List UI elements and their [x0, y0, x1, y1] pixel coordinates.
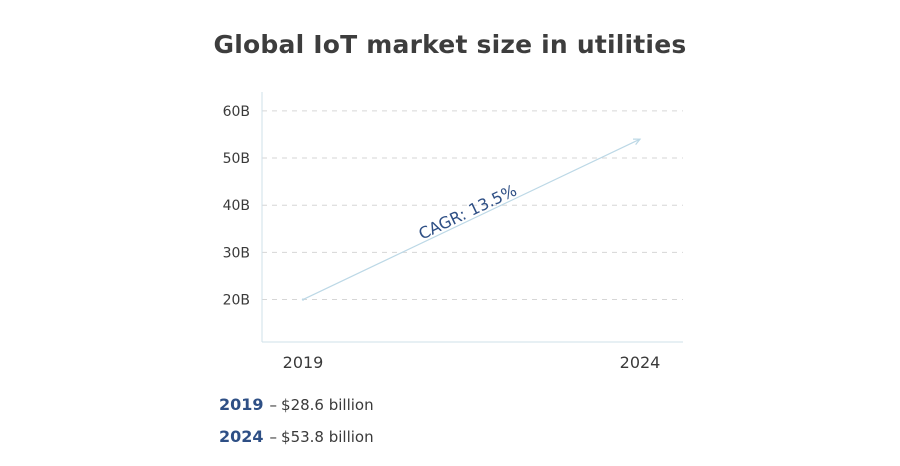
legend-value: $28.6 billion: [281, 396, 374, 414]
legend-year: 2024: [219, 427, 264, 446]
x-tick-label: 2024: [620, 353, 661, 372]
y-tick-label: 30B: [223, 245, 250, 261]
y-tick-label: 20B: [223, 293, 250, 309]
trend-arrowhead: [632, 138, 642, 146]
legend-separator: –: [269, 428, 278, 446]
cagr-annotation: CAGR: 13.5%: [416, 181, 520, 244]
y-tick-label: 60B: [223, 104, 250, 120]
legend-separator: –: [269, 396, 278, 414]
y-tick-label: 50B: [223, 151, 250, 167]
trend-line: [302, 138, 641, 301]
chart-title: Global IoT market size in utilities: [213, 30, 687, 59]
legend-year: 2019: [219, 395, 264, 414]
y-tick-label: 40B: [223, 198, 250, 214]
data-point-2019: [301, 298, 305, 301]
legend-row-2024: 2024– $53.8 billion: [219, 427, 374, 446]
legend-value: $53.8 billion: [281, 428, 374, 446]
legend-row-2019: 2019– $28.6 billion: [219, 395, 374, 414]
x-tick-label: 2019: [283, 353, 324, 372]
